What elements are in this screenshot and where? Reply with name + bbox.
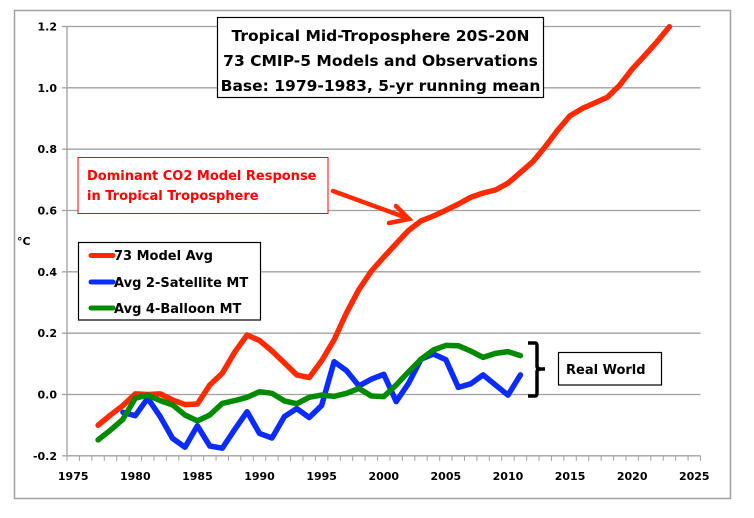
legend-label-balloon: Avg 4-Balloon MT [114,302,242,317]
x-tick-label: 1985 [182,470,213,483]
chart-title-box: Tropical Mid-Troposphere 20S-20N 73 CMIP… [216,16,545,99]
y-tick-label: 0.6 [38,205,58,218]
co2-annotation: Dominant CO2 Model Response in Tropical … [77,157,329,214]
x-tick-label: 2020 [617,470,648,483]
y-tick-label: 0.8 [38,143,58,156]
y-tick-label: 0.4 [38,266,58,279]
co2-annotation-line-2: in Tropical Troposphere [87,189,259,204]
chart-title-line-1: Tropical Mid-Troposphere 20S-20N [232,27,530,45]
x-tick-label: 2005 [431,470,462,483]
chart-title-line-3: Base: 1979-1983, 5-yr running mean [221,77,541,95]
chart-title-line-2: 73 CMIP-5 Models and Observations [223,52,538,70]
y-tick-label: 0.0 [38,389,58,402]
real-world-label: Real World [566,363,646,378]
curly-bracket [528,341,545,398]
legend-label-satellite: Avg 2-Satellite MT [114,276,248,291]
x-tick-label: 1995 [306,470,337,483]
x-tick-label: 2000 [368,470,399,483]
x-tick-label: 1980 [120,470,151,483]
axes [62,25,701,461]
co2-annotation-line-1: Dominant CO2 Model Response [87,169,317,184]
y-tick-label: -0.2 [33,450,57,463]
x-tick-labels: 1975 1980 1985 1990 1995 2000 2005 2010 2015 2020… [58,470,710,483]
x-tick-label: 1990 [244,470,275,483]
y-tick-label: 1.2 [38,21,58,34]
x-tick-label: 2010 [493,470,524,483]
y-tick-labels: -0.2 0.0 0.2 0.4 0.6 0.8 1.0 1.2 [33,21,57,463]
legend-item-model-avg: 73 Model Avg [88,249,213,264]
legend-label-model-avg: 73 Model Avg [114,249,213,264]
legend-item-balloon: Avg 4-Balloon MT [88,302,242,317]
real-world-annotation: Real World [528,341,663,398]
y-tick-label: 0.2 [38,327,58,340]
x-tick-label: 2015 [555,470,586,483]
legend-item-satellite: Avg 2-Satellite MT [88,276,248,291]
y-tick-label: 1.0 [38,82,58,95]
x-tick-label: 1975 [58,470,89,483]
legend: 73 Model Avg Avg 2-Satellite MT Avg 4-Ba… [77,241,262,321]
series-lines [95,24,673,451]
y-axis-unit-label: °C [17,235,31,248]
x-tick-label: 2025 [679,470,710,483]
annotation-arrow [330,188,414,226]
